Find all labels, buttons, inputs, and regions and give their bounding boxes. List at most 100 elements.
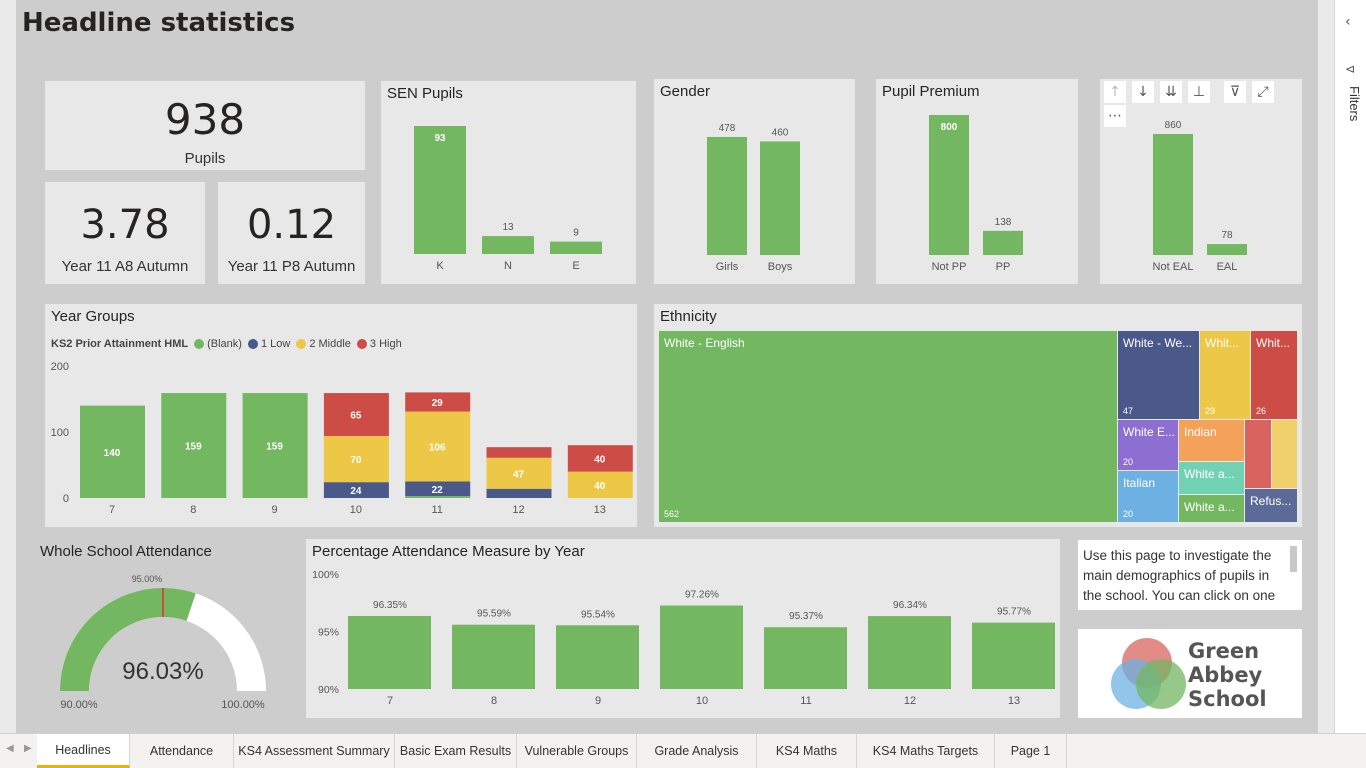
- focus-mode-icon[interactable]: ⤢: [1252, 81, 1274, 103]
- category-label: 12: [904, 695, 916, 707]
- filter-icon[interactable]: ⊽: [1224, 81, 1246, 103]
- bar[interactable]: [1153, 134, 1193, 255]
- arrow-up-icon[interactable]: ↑: [1104, 81, 1126, 103]
- bar[interactable]: [1207, 244, 1247, 255]
- bar[interactable]: [556, 625, 639, 689]
- pupil-premium-chart-card[interactable]: Pupil Premium 800 Not PP 138 PP: [876, 79, 1078, 284]
- legend-label: 1 Low: [260, 338, 291, 350]
- bar[interactable]: [760, 141, 800, 255]
- stacked-bar-segment[interactable]: [405, 392, 471, 412]
- next-page-arrow-icon[interactable]: ▶: [24, 743, 32, 754]
- bar[interactable]: [482, 236, 534, 254]
- stacked-bar-segment[interactable]: [80, 405, 145, 498]
- treemap-cell-white-european[interactable]: White E... 20: [1118, 420, 1178, 470]
- gauge-max-label: 100.00%: [221, 699, 265, 711]
- bar[interactable]: [764, 627, 847, 689]
- legend-label: 3 High: [369, 338, 402, 350]
- double-arrow-down-icon[interactable]: ⇊: [1160, 81, 1182, 103]
- stacked-bar-segment[interactable]: [323, 482, 389, 498]
- kpi-card-p8[interactable]: 0.12 Year 11 P8 Autumn: [218, 182, 365, 284]
- attendance-gauge-title: Whole School Attendance: [40, 543, 212, 560]
- bar[interactable]: [414, 126, 466, 254]
- stacked-bar-segment[interactable]: [405, 496, 471, 498]
- bar[interactable]: [348, 615, 431, 689]
- stacked-bar-segment[interactable]: [486, 488, 552, 498]
- data-label: 96.35%: [373, 600, 407, 611]
- treemap-cell-small-red[interactable]: [1245, 420, 1271, 488]
- filters-label[interactable]: Filters: [1347, 86, 1362, 122]
- tab-basic-exam-results[interactable]: Basic Exam Results: [395, 734, 517, 768]
- bar[interactable]: [983, 230, 1023, 255]
- gender-bar-chart[interactable]: 478 Girls 460 Boys: [654, 79, 855, 284]
- legend-item-middle[interactable]: 2 Middle: [296, 338, 351, 350]
- legend-item-high[interactable]: 3 High: [356, 338, 402, 350]
- bar[interactable]: [452, 624, 535, 689]
- bar[interactable]: [660, 605, 743, 689]
- treemap-cell-italian[interactable]: Italian 20: [1118, 471, 1178, 522]
- treemap-cell-white-welsh[interactable]: White - We... 47: [1118, 331, 1199, 419]
- treemap-cell-value: 47: [1123, 406, 1134, 416]
- prev-page-arrow-icon[interactable]: ◀: [6, 743, 14, 754]
- arrow-down-icon[interactable]: ↓: [1132, 81, 1154, 103]
- tab-page-1[interactable]: Page 1: [995, 734, 1067, 768]
- attendance-gauge[interactable]: 95.00% 96.03% 90.00% 100.00%: [34, 539, 294, 719]
- bar[interactable]: [929, 115, 969, 255]
- bar[interactable]: [707, 137, 747, 255]
- stacked-bar-segment[interactable]: [405, 411, 471, 482]
- treemap-cell-white-a-2[interactable]: White a...: [1179, 495, 1244, 522]
- sen-bar-chart[interactable]: 93 K 13 N 9 E: [381, 81, 636, 284]
- treemap-cell-white-a-1[interactable]: White a...: [1179, 462, 1244, 494]
- ethnicity-treemap-title: Ethnicity: [660, 308, 717, 325]
- filters-pane[interactable]: ‹ ⊲ Filters: [1334, 0, 1366, 733]
- tab-ks4-maths-targets[interactable]: KS4 Maths Targets: [857, 734, 995, 768]
- attendance-by-year-card[interactable]: Percentage Attendance Measure by Year 90…: [306, 539, 1060, 718]
- legend-item-low[interactable]: 1 Low: [247, 338, 291, 350]
- kpi-card-a8[interactable]: 3.78 Year 11 A8 Autumn: [45, 182, 205, 284]
- gauge-value-label: 96.03%: [122, 658, 203, 685]
- bar[interactable]: [868, 616, 951, 689]
- stacked-bar-segment[interactable]: [486, 457, 552, 489]
- year-groups-chart-card[interactable]: Year Groups KS2 Prior Attainment HML (Bl…: [45, 304, 637, 527]
- info-textbox[interactable]: Use this page to investigate the main de…: [1078, 540, 1302, 610]
- stacked-bar-segment[interactable]: [242, 393, 308, 498]
- tab-label: KS4 Assessment Summary: [238, 744, 390, 758]
- tab-ks4-assessment-summary[interactable]: KS4 Assessment Summary: [234, 734, 395, 768]
- treemap-cell-refused[interactable]: Refus...: [1245, 489, 1297, 522]
- year-groups-stacked-chart[interactable]: 0 100 200 140 7 159 8 159 9 24 70 65 10 22 106 29 11 47 12…: [45, 304, 637, 527]
- stacked-bar-segment[interactable]: [486, 447, 552, 458]
- more-options-icon[interactable]: ⋯: [1104, 105, 1126, 127]
- legend-title: KS2 Prior Attainment HML: [51, 338, 189, 350]
- eal-bar-chart[interactable]: 860 Not EAL 78 EAL: [1100, 79, 1302, 284]
- tab-vulnerable-groups[interactable]: Vulnerable Groups: [517, 734, 637, 768]
- treemap-cell-small-yellow[interactable]: [1272, 420, 1297, 488]
- stacked-bar-segment[interactable]: [323, 393, 389, 436]
- chevron-left-icon[interactable]: ‹: [1345, 14, 1351, 30]
- attendance-gauge-card[interactable]: Whole School Attendance 95.00% 96.03% 90.0…: [34, 539, 294, 719]
- tab-ks4-maths[interactable]: KS4 Maths: [757, 734, 857, 768]
- stacked-bar-segment[interactable]: [567, 471, 633, 498]
- tab-attendance[interactable]: Attendance: [130, 734, 234, 768]
- stacked-bar-segment[interactable]: [567, 445, 633, 472]
- textbox-scrollbar[interactable]: [1290, 546, 1297, 572]
- treemap-cell-white-english[interactable]: White - English 562: [659, 331, 1117, 522]
- gauge-fill[interactable]: [60, 588, 196, 691]
- expand-hierarchy-icon[interactable]: ⊥: [1188, 81, 1210, 103]
- bar[interactable]: [972, 622, 1055, 689]
- stacked-bar-segment[interactable]: [323, 435, 389, 483]
- stacked-bar-segment[interactable]: [161, 393, 227, 498]
- legend-item-blank[interactable]: (Blank): [194, 338, 242, 350]
- bar[interactable]: [550, 241, 602, 254]
- tab-grade-analysis[interactable]: Grade Analysis: [637, 734, 757, 768]
- sen-chart-card[interactable]: SEN Pupils 93 K 13 N 9 E: [381, 81, 636, 284]
- treemap-cell-indian[interactable]: Indian: [1179, 420, 1244, 461]
- treemap-cell-white-4[interactable]: Whit... 26: [1251, 331, 1297, 419]
- kpi-card-pupils[interactable]: 938 Pupils: [45, 81, 365, 170]
- attendance-by-year-chart[interactable]: 90% 95% 100% 96.35% 7 95.59% 8 95.54% 9 97.26% 10 9…: [306, 539, 1060, 718]
- treemap-cell-white-3[interactable]: Whit... 29: [1200, 331, 1250, 419]
- pupil-premium-bar-chart[interactable]: 800 Not PP 138 PP: [876, 79, 1078, 284]
- gender-chart-card[interactable]: Gender 478 Girls 460 Boys: [654, 79, 855, 284]
- stacked-bar-segment[interactable]: [405, 481, 471, 497]
- eal-chart-card[interactable]: 860 Not EAL 78 EAL ↑ ↓ ⇊ ⊥ ⊽ ⤢ ⋯: [1100, 79, 1302, 284]
- tab-headlines[interactable]: Headlines: [37, 734, 130, 768]
- ethnicity-treemap-card[interactable]: Ethnicity White - English 562 White - We…: [654, 304, 1302, 527]
